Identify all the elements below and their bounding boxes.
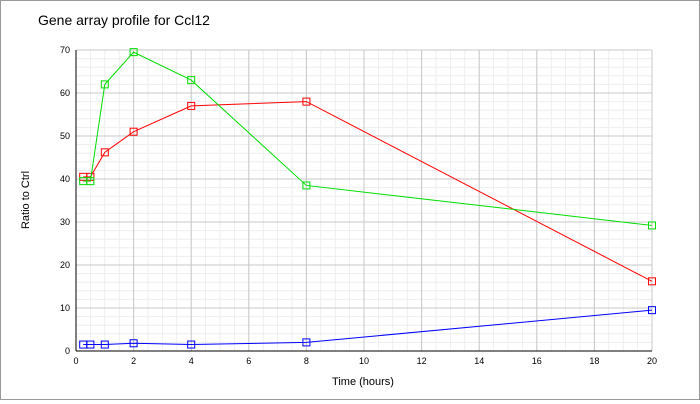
data-point-blue — [302, 338, 311, 347]
y-tick-label: 30 — [60, 217, 70, 227]
x-tick-label: 0 — [73, 356, 78, 366]
x-tick-label: 2 — [131, 356, 136, 366]
data-point-blue — [86, 340, 95, 349]
data-point-red — [129, 127, 138, 136]
x-tick-label: 12 — [417, 356, 427, 366]
x-axis-label: Time (hours) — [332, 376, 394, 388]
x-tick-label: 4 — [189, 356, 194, 366]
y-tick-label: 70 — [60, 45, 70, 55]
y-tick-label: 40 — [60, 174, 70, 184]
series-line-green — [83, 51, 653, 226]
data-point-green — [187, 76, 196, 85]
data-point-green — [648, 221, 656, 230]
x-tick-label: 8 — [304, 356, 309, 366]
x-tick-label: 20 — [647, 356, 657, 366]
x-tick-label: 18 — [589, 356, 599, 366]
data-point-green — [86, 177, 95, 186]
y-tick-label: 60 — [60, 88, 70, 98]
data-point-red — [187, 101, 196, 110]
x-tick-label: 6 — [246, 356, 251, 366]
x-tick-label: 14 — [474, 356, 484, 366]
data-point-red — [648, 277, 656, 286]
y-tick-label: 50 — [60, 131, 70, 141]
y-tick-label: 20 — [60, 260, 70, 270]
data-point-green — [302, 181, 311, 190]
data-point-blue — [648, 306, 656, 315]
chart-title: Gene array profile for Ccl12 — [38, 12, 210, 28]
x-tick-label: 16 — [532, 356, 542, 366]
y-tick-label: 10 — [60, 303, 70, 313]
y-axis-label: Ratio to Ctrl — [20, 171, 32, 229]
y-tick-label: 0 — [65, 346, 70, 356]
data-point-blue — [187, 340, 196, 349]
series-line-red — [83, 101, 653, 282]
data-point-blue — [129, 339, 138, 348]
x-tick-label: 10 — [359, 356, 369, 366]
series-line-blue — [83, 309, 653, 346]
data-point-blue — [100, 340, 109, 349]
data-point-green — [129, 48, 138, 57]
data-point-red — [302, 97, 311, 106]
data-point-red — [100, 148, 109, 157]
data-point-green — [100, 80, 109, 89]
